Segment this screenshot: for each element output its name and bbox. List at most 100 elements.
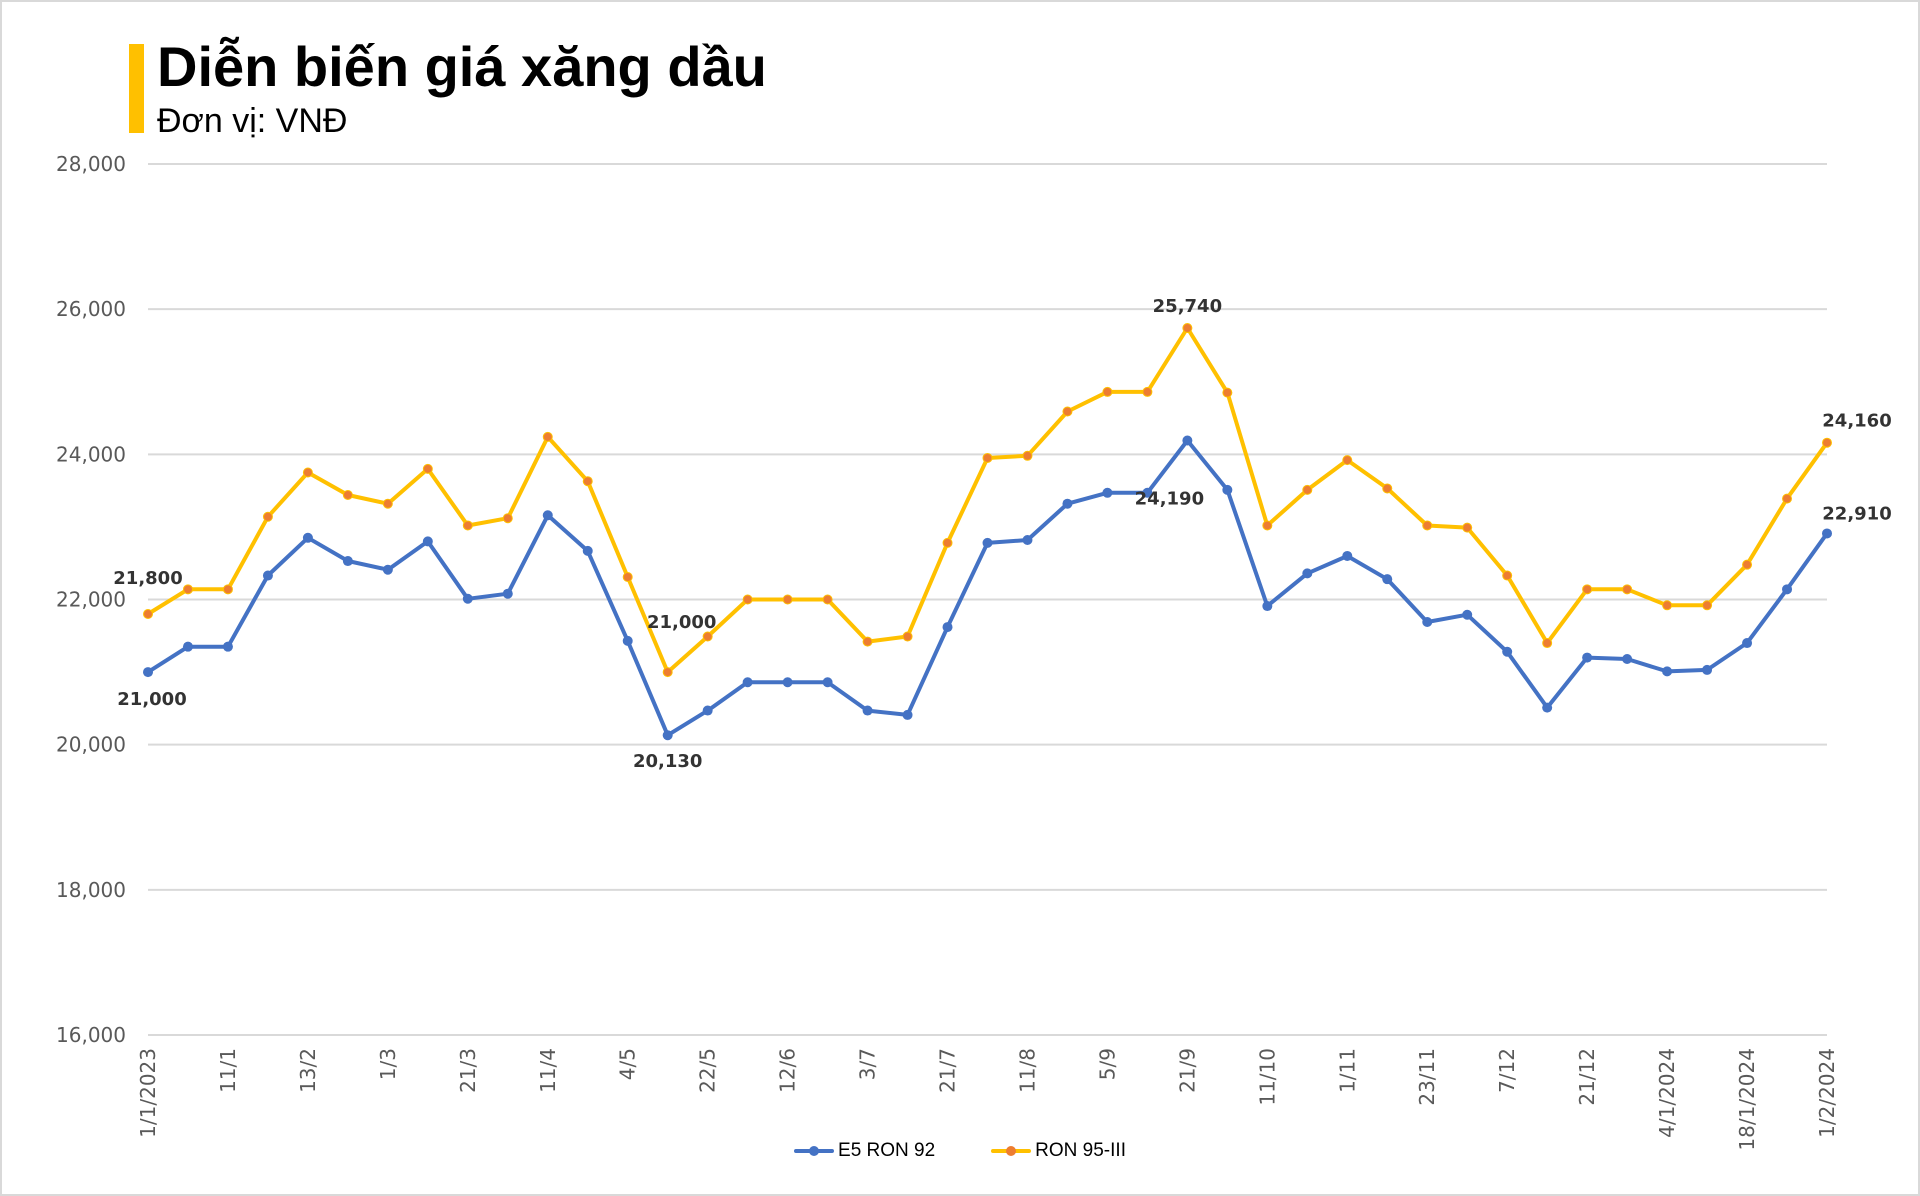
data-point-marker xyxy=(382,564,393,575)
data-point-marker xyxy=(622,571,633,582)
data-point-marker xyxy=(1782,493,1793,504)
x-tick-label: 18/1/2024 xyxy=(1735,1048,1759,1151)
data-point-marker xyxy=(742,594,753,605)
legend-line-marker-icon xyxy=(794,1144,835,1158)
y-tick-label: 26,000 xyxy=(56,297,126,321)
x-tick-label: 13/2 xyxy=(296,1048,320,1093)
data-point-marker xyxy=(1502,570,1513,581)
data-point-marker xyxy=(1622,654,1633,665)
data-point-marker xyxy=(342,556,353,567)
data-point-marker xyxy=(1662,600,1673,611)
y-tick-label: 24,000 xyxy=(56,442,126,466)
data-point-marker xyxy=(942,622,953,633)
data-point-marker xyxy=(902,709,913,720)
x-axis-labels: 1/1/2023 11/1 13/2 1/3 21/3 11/4 4/5 22/5 12/6 3/… xyxy=(136,1048,1839,1151)
title-accent-bar xyxy=(129,44,144,133)
data-point-marker xyxy=(1222,484,1233,495)
data-point-marker xyxy=(1182,435,1193,446)
data-point-marker xyxy=(422,463,433,474)
data-point-marker xyxy=(582,545,593,556)
data-label: 22,910 xyxy=(1822,503,1891,524)
data-label: 20,130 xyxy=(633,751,702,772)
data-point-marker xyxy=(1822,528,1832,539)
data-point-marker xyxy=(1462,522,1473,533)
y-axis-labels: 16,000 18,000 20,000 22,000 24,000 26,000 28,0… xyxy=(56,152,126,1047)
y-tick-label: 22,000 xyxy=(56,588,126,612)
x-tick-label: 21/3 xyxy=(456,1048,480,1093)
x-tick-label: 1/3 xyxy=(376,1048,400,1080)
data-point-marker xyxy=(782,677,793,688)
data-point-marker xyxy=(862,636,873,647)
data-point-marker xyxy=(1222,387,1233,398)
y-tick-label: 16,000 xyxy=(56,1023,126,1047)
data-point-marker xyxy=(382,498,393,509)
x-tick-label: 21/12 xyxy=(1575,1048,1599,1106)
data-point-marker xyxy=(1422,520,1433,531)
data-label: 25,740 xyxy=(1153,296,1222,317)
data-point-marker xyxy=(1382,574,1393,585)
x-tick-label: 21/9 xyxy=(1175,1048,1199,1093)
data-point-marker xyxy=(662,730,673,741)
legend-item-ron95[interactable]: RON 95-III xyxy=(991,1140,1126,1162)
data-point-marker xyxy=(502,588,513,599)
data-point-marker xyxy=(1102,386,1113,397)
chart-title: Diễn biến giá xăng dầu xyxy=(157,35,767,98)
data-point-marker xyxy=(982,452,993,463)
data-label: 21,000 xyxy=(647,612,716,633)
data-point-marker xyxy=(862,705,873,716)
series-line xyxy=(146,326,1829,675)
data-point-marker xyxy=(1742,638,1753,649)
data-point-marker xyxy=(502,513,513,524)
data-point-marker xyxy=(462,520,473,531)
data-point-marker xyxy=(143,609,153,620)
data-point-marker xyxy=(262,570,273,581)
data-point-marker xyxy=(1542,638,1553,649)
x-tick-label: 1/1/2023 xyxy=(136,1048,160,1138)
data-point-marker xyxy=(702,631,713,642)
data-point-marker xyxy=(1142,386,1153,397)
y-tick-label: 28,000 xyxy=(56,152,126,176)
data-point-marker xyxy=(1822,437,1832,448)
data-point-marker xyxy=(1622,584,1633,595)
data-point-marker xyxy=(262,511,273,522)
x-tick-label: 21/7 xyxy=(936,1048,960,1093)
data-point-marker xyxy=(1342,455,1353,466)
data-point-marker xyxy=(1182,323,1193,334)
data-point-marker xyxy=(1302,484,1313,495)
data-point-marker xyxy=(422,536,433,547)
x-tick-label: 5/9 xyxy=(1095,1048,1119,1080)
data-point-marker xyxy=(1142,487,1153,498)
data-point-marker xyxy=(1742,559,1753,570)
data-point-marker xyxy=(1502,646,1513,657)
x-tick-label: 4/5 xyxy=(616,1048,640,1080)
series-line xyxy=(146,438,1829,738)
legend-item-e5-ron92[interactable]: E5 RON 92 xyxy=(794,1140,935,1162)
x-tick-label: 11/1 xyxy=(216,1048,240,1093)
data-point-marker xyxy=(1582,584,1593,595)
data-labels: 21,800 21,000 21,000 20,130 25,740 24,190 24,1… xyxy=(113,296,1891,772)
data-point-marker xyxy=(1262,520,1273,531)
data-point-marker xyxy=(542,510,553,521)
data-point-marker xyxy=(702,705,713,716)
data-point-marker xyxy=(1462,609,1473,620)
data-point-marker xyxy=(1382,483,1393,494)
legend-label: RON 95-III xyxy=(1035,1140,1126,1161)
data-point-marker xyxy=(822,594,833,605)
data-point-marker xyxy=(1542,702,1553,713)
x-tick-label: 11/4 xyxy=(536,1048,560,1093)
data-label: 21,000 xyxy=(117,689,186,710)
data-point-marker xyxy=(982,537,993,548)
data-point-marker xyxy=(1102,487,1113,498)
data-point-marker xyxy=(1022,534,1033,545)
data-point-marker xyxy=(342,489,353,500)
data-point-marker xyxy=(302,467,313,478)
data-point-marker xyxy=(1342,550,1353,561)
data-point-marker xyxy=(582,476,593,487)
x-tick-label: 7/12 xyxy=(1495,1048,1519,1093)
data-point-marker xyxy=(1662,666,1673,677)
x-tick-label: 1/2/2024 xyxy=(1815,1048,1839,1138)
chart-subtitle: Đơn vị: VNĐ xyxy=(157,102,348,140)
legend-line-marker-icon xyxy=(991,1144,1032,1158)
x-tick-label: 4/1/2024 xyxy=(1655,1048,1679,1138)
